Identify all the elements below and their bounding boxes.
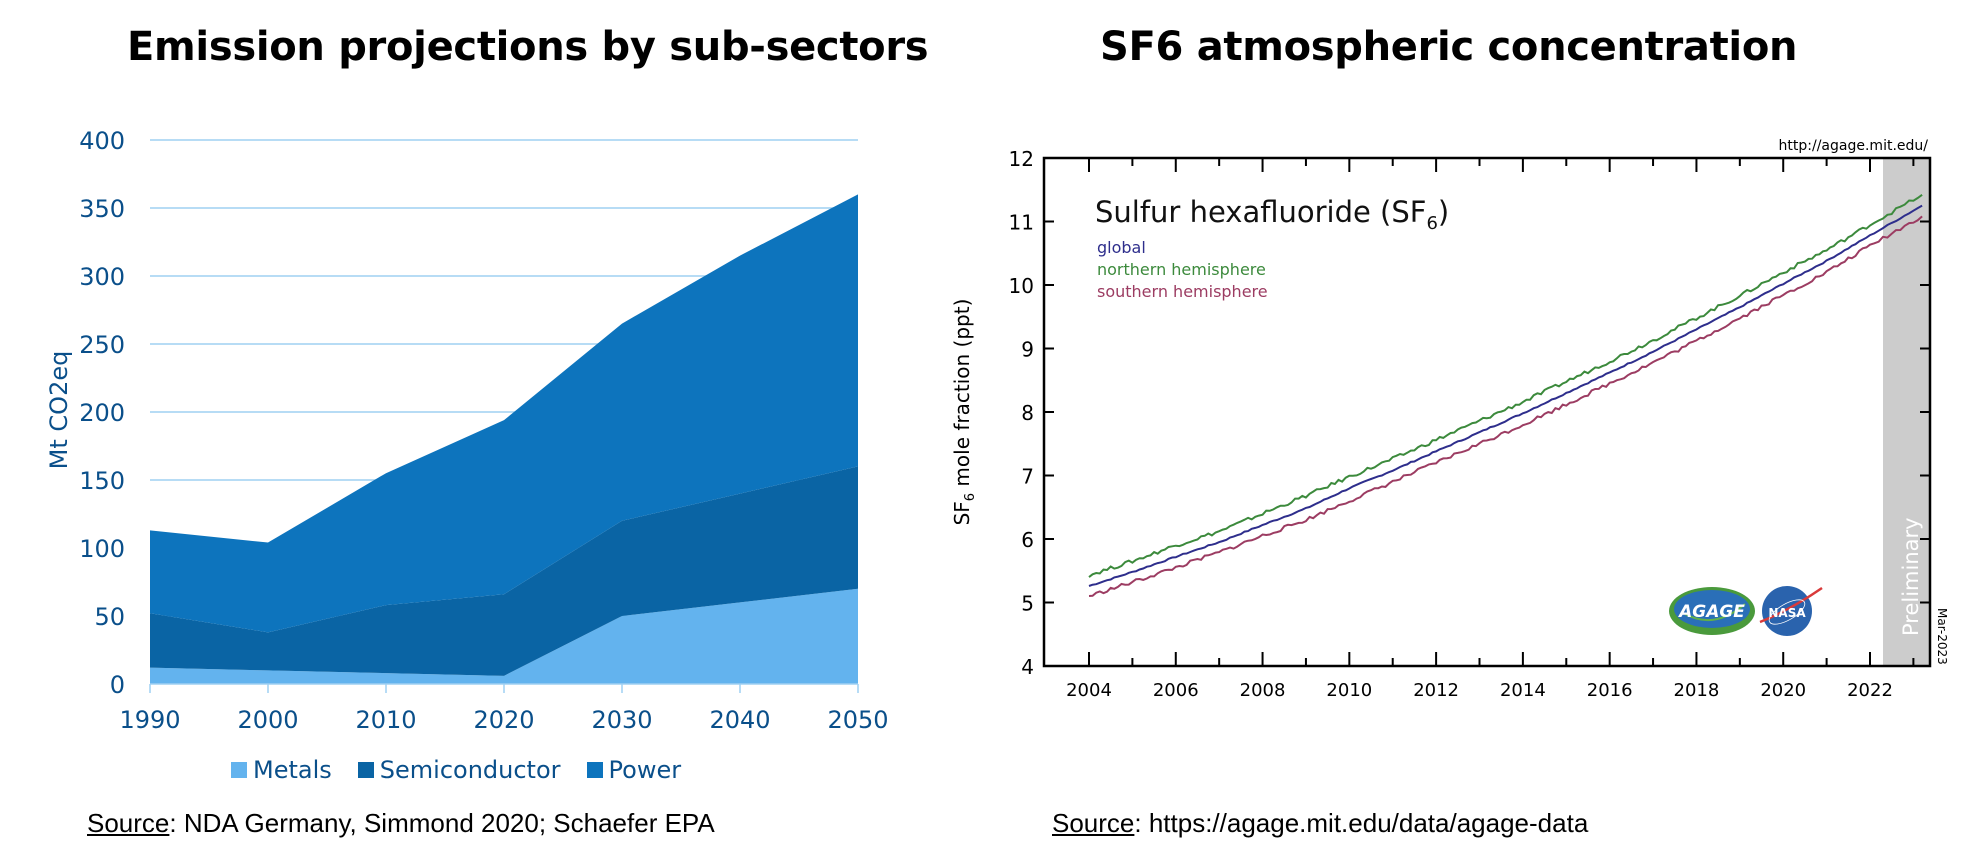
y-tick-label: 0: [110, 671, 125, 699]
left-chart-title: Emission projections by sub-sectors: [127, 24, 929, 70]
y-tick-label: 250: [79, 331, 125, 359]
nasa-logo: NASA: [1759, 586, 1823, 636]
x-tick-label: 2010: [1326, 680, 1372, 701]
legend-label-global: global: [1097, 238, 1146, 257]
emissions-legend: Metals Semiconductor Power: [231, 756, 707, 784]
line-northern-hemisphere: [1088, 193, 1923, 578]
y-tick-label: 5: [1021, 592, 1034, 616]
x-tick-label: 2018: [1674, 680, 1720, 701]
y-tick-label: 12: [1009, 147, 1034, 171]
x-tick-label: 2000: [237, 706, 298, 734]
y-tick-label: 150: [79, 467, 125, 495]
y-axis-label-prefix: SF: [950, 501, 974, 525]
x-tick-label: 2016: [1587, 680, 1633, 701]
left-source-text: : NDA Germany, Simmond 2020; Schaefer EP…: [169, 808, 715, 838]
legend-item-metals: Metals: [231, 756, 332, 784]
legend-label-semiconductor: Semiconductor: [379, 756, 561, 784]
emissions-area-chart: 0 50 100 150 200 250 300 350 400 1990 2000 2010 2020…: [45, 127, 889, 734]
y-tick-label: 400: [79, 127, 125, 155]
legend-label-northern-hemisphere: northern hemisphere: [1097, 260, 1266, 279]
legend-swatch-semiconductor: [357, 762, 374, 778]
y-tick-label: 300: [79, 263, 125, 291]
plot-title-suffix: ): [1438, 195, 1449, 229]
left-source-label: Source: [87, 808, 170, 838]
nasa-logo-vector: [1759, 586, 1823, 624]
y-tick-label: 4: [1021, 655, 1034, 679]
nasa-logo-text: NASA: [1768, 606, 1806, 620]
y-tick-label: 50: [94, 603, 125, 631]
y-tick-label: 350: [79, 195, 125, 223]
x-tick-label: 2010: [355, 706, 416, 734]
x-tick-label: 2006: [1153, 680, 1199, 701]
legend-swatch-power: [586, 762, 603, 778]
line-southern-hemisphere: [1088, 215, 1923, 597]
legend-item-semiconductor: Semiconductor: [357, 756, 561, 784]
legend-label-metals: Metals: [253, 756, 332, 784]
preliminary-label: Preliminary: [1899, 517, 1923, 636]
x-tick-label: 2004: [1066, 680, 1112, 701]
y-tick-label: 8: [1021, 401, 1034, 425]
legend-label-southern-hemisphere: southern hemisphere: [1097, 282, 1268, 301]
left-source-note: Source: NDA Germany, Simmond 2020; Schae…: [87, 808, 715, 839]
x-tick-label: 2008: [1240, 680, 1286, 701]
x-tick-label: 2014: [1500, 680, 1546, 701]
legend-label-power: Power: [608, 756, 682, 784]
right-chart-title: SF6 atmospheric concentration: [1100, 24, 1798, 70]
y-tick-label: 200: [79, 399, 125, 427]
right-source-note: Source: https://agage.mit.edu/data/agage…: [1052, 808, 1588, 839]
y-tick-label: 9: [1021, 338, 1034, 362]
legend-swatch-metals: [231, 762, 247, 778]
nasa-logo-orbit: [1768, 599, 1806, 625]
x-tick-label: 2030: [591, 706, 652, 734]
area-metals: [150, 588, 858, 684]
area-semiconductor: [150, 466, 858, 676]
agage-logo-text: AGAGE: [1677, 602, 1745, 622]
y-tick-label: 6: [1021, 528, 1034, 552]
y-tick-label: 10: [1009, 274, 1034, 298]
agage-logo-swoosh: [1684, 603, 1746, 621]
y-axis-label: SF6 mole fraction (ppt): [950, 299, 978, 526]
plot-title: Sulfur hexafluoride (SF6): [1095, 195, 1449, 234]
y-tick-label: 11: [1009, 211, 1034, 235]
x-tick-label: 2012: [1413, 680, 1459, 701]
y-axis-label-subscript: 6: [963, 493, 978, 501]
x-tick-label: 2020: [473, 706, 534, 734]
area-power: [150, 194, 858, 633]
y-axis-label-suffix: mole fraction (ppt): [950, 299, 974, 493]
y-axis-label: Mt CO2eq: [45, 351, 73, 470]
y-tick-label: 7: [1021, 465, 1034, 489]
date-label: Mar-2023: [1935, 608, 1949, 665]
x-tick-label: 2020: [1760, 680, 1806, 701]
right-source-label: Source: [1052, 808, 1135, 838]
url-label: http://agage.mit.edu/: [1779, 138, 1929, 154]
x-tick-label: 2022: [1847, 680, 1893, 701]
x-tick-label: 1990: [119, 706, 180, 734]
line-global: [1088, 204, 1923, 587]
nasa-logo-circle: [1762, 586, 1812, 636]
right-source-text: : https://agage.mit.edu/data/agage-data: [1134, 808, 1589, 838]
plot-title-subscript: 6: [1426, 213, 1437, 234]
x-tick-label: 2040: [709, 706, 770, 734]
plot-title-main: Sulfur hexafluoride (SF: [1095, 195, 1426, 229]
agage-logo: AGAGE: [1669, 587, 1755, 635]
sf6-line-chart: Preliminary 4 5 6 7 8 9 10 11 12 2004 2006 2008 2010 2…: [950, 138, 1949, 701]
y-tick-label: 100: [79, 535, 125, 563]
legend-item-power: Power: [586, 756, 682, 784]
x-tick-label: 2050: [827, 706, 888, 734]
